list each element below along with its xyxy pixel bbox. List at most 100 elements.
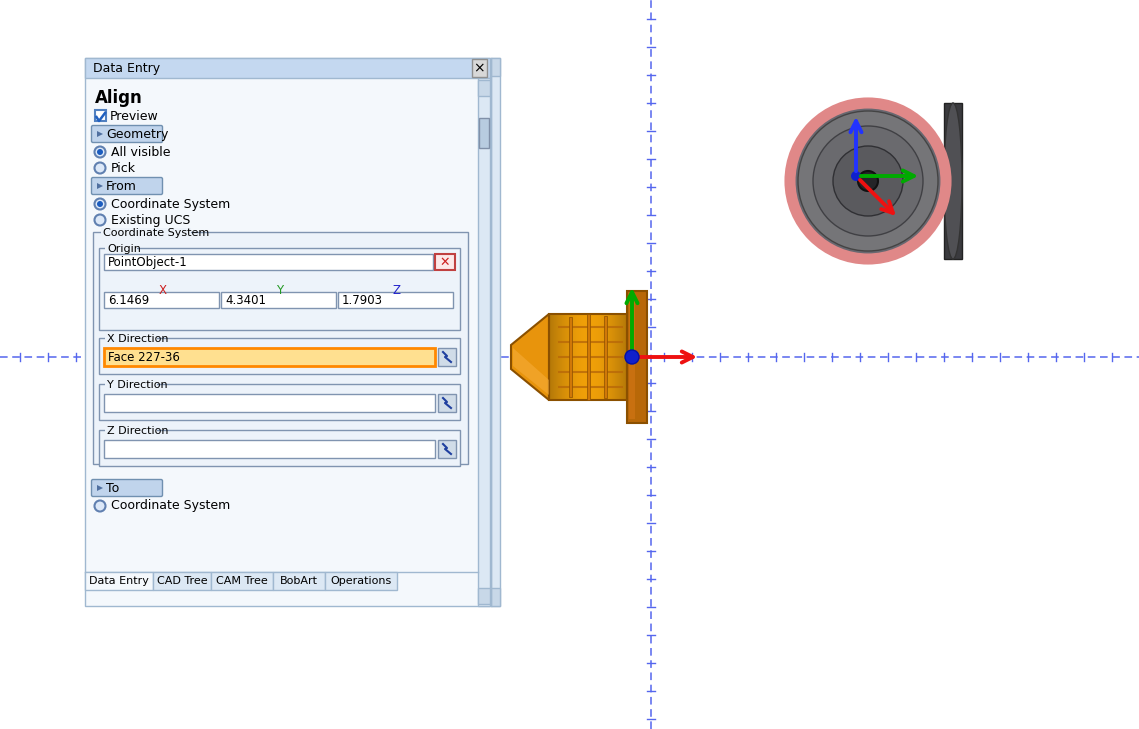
Bar [221,292,336,308]
Bar [563,314,564,400]
Bar [439,440,456,458]
Bar [558,314,559,400]
Bar [588,314,589,400]
Text: Y: Y [276,284,284,297]
Bar [566,314,567,400]
Bar [557,314,558,400]
Bar [590,314,591,400]
Bar [573,314,574,400]
Circle shape [798,111,939,251]
Bar [623,314,624,400]
Bar [626,291,647,423]
Polygon shape [97,485,103,491]
Bar [572,314,573,400]
Bar [99,338,460,374]
Bar [593,314,595,400]
Bar [570,314,571,400]
Bar [554,314,555,400]
Bar [625,314,626,400]
Bar [325,572,398,590]
Circle shape [833,146,903,216]
Bar [105,380,157,389]
Bar [618,314,620,400]
Circle shape [625,350,639,364]
Polygon shape [97,183,103,189]
Bar [570,314,571,400]
Circle shape [95,214,106,225]
Text: Align: Align [95,89,142,107]
Bar [608,314,609,400]
Circle shape [798,111,939,251]
Bar [491,588,500,606]
Bar [624,314,625,400]
FancyBboxPatch shape [91,125,163,142]
Bar [603,314,604,400]
Circle shape [95,501,106,512]
Bar [554,314,555,400]
Circle shape [833,146,903,216]
Text: Y Direction: Y Direction [107,380,167,390]
Text: CAD Tree: CAD Tree [157,576,207,586]
Bar [85,572,153,590]
Text: ✕: ✕ [440,255,450,268]
Circle shape [790,103,947,259]
Bar [562,314,563,400]
Bar [439,394,456,412]
Text: Existing UCS: Existing UCS [110,214,190,227]
Text: Coordinate System: Coordinate System [110,499,230,512]
Bar [616,314,617,400]
Bar [604,316,607,397]
Text: Data Entry: Data Entry [93,61,161,74]
Text: Pick: Pick [110,162,136,174]
Bar [556,314,557,400]
Bar [598,314,599,400]
Bar [491,58,500,76]
Text: Coordinate System: Coordinate System [110,198,230,211]
Bar [583,314,584,400]
Text: Operations: Operations [330,576,392,586]
Bar [104,440,435,458]
Text: CAM Tree: CAM Tree [216,576,268,586]
Bar [589,314,590,400]
Bar [585,314,588,400]
Text: 1.7903: 1.7903 [342,294,383,306]
Ellipse shape [944,103,962,259]
Bar [944,103,962,259]
Bar [585,314,587,400]
Bar [567,314,568,400]
Circle shape [858,171,878,191]
Circle shape [97,201,103,207]
Bar [577,314,580,400]
Bar [581,314,582,400]
Bar [620,314,621,400]
Text: To: To [106,481,120,494]
Bar [574,314,575,400]
Bar [478,78,490,606]
Polygon shape [511,314,549,400]
Bar [211,572,273,590]
Bar [611,314,612,400]
Bar [478,80,490,96]
Bar [592,314,593,400]
Circle shape [95,198,106,209]
Bar [480,118,489,148]
Bar [599,314,600,400]
Bar [101,228,191,238]
Bar [104,394,435,412]
Bar [603,314,604,400]
Bar [560,314,562,400]
Bar [611,314,612,400]
Bar [153,572,211,590]
Text: From: From [106,179,137,192]
Polygon shape [97,131,103,137]
Circle shape [790,103,947,259]
Bar [577,314,579,400]
Bar [595,314,596,400]
Bar [596,314,597,400]
Bar [584,314,585,400]
Bar [85,58,490,78]
Bar [587,314,588,400]
Bar [604,314,605,400]
Bar [575,314,576,400]
Text: Geometry: Geometry [106,128,169,141]
